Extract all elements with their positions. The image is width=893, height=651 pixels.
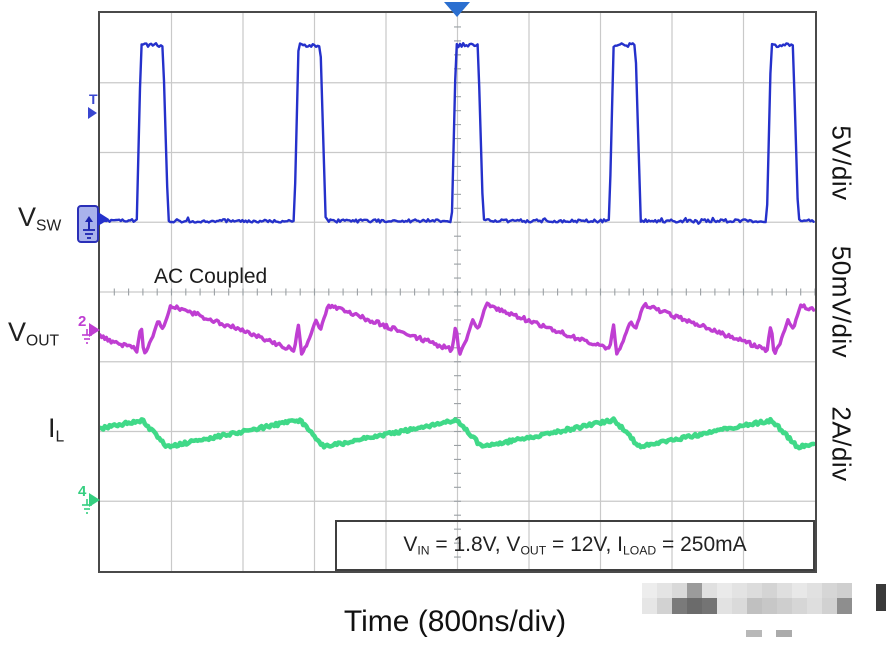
ac-coupled-label: AC Coupled xyxy=(154,265,268,288)
test-conditions-box: VIN = 1.8V, VOUT = 12V, ILOAD = 250mA xyxy=(335,520,815,571)
watermark-block xyxy=(642,598,657,614)
vout-trace-label: VOUT xyxy=(8,317,60,350)
watermark-block xyxy=(807,583,822,599)
waveform-traces xyxy=(100,42,815,451)
channel2-arrow-icon xyxy=(89,323,100,337)
waveform-canvas xyxy=(100,13,815,571)
scope-graticule: VIN = 1.8V, VOUT = 12V, ILOAD = 250mA xyxy=(98,11,817,573)
il-trace-label: IL xyxy=(48,413,65,446)
watermark-block xyxy=(776,630,792,637)
channel4-arrow-icon xyxy=(89,493,100,507)
scale-label-vout: 50mV/div xyxy=(826,245,857,359)
watermark-block xyxy=(777,598,792,614)
scale-label-il: 2A/div xyxy=(826,406,857,482)
channel4-ground-marker: 4 xyxy=(77,484,103,522)
watermark-block xyxy=(642,583,657,599)
watermark-block xyxy=(747,583,762,599)
watermark-block xyxy=(822,583,837,599)
watermark-block xyxy=(822,598,837,614)
channel1-ground-marker xyxy=(77,205,99,243)
watermark-block xyxy=(672,583,687,599)
watermark-block xyxy=(657,598,672,614)
watermark-block xyxy=(777,583,792,599)
channel2-ground-marker: 2 xyxy=(77,314,103,352)
channel4-number: 4 xyxy=(78,483,87,500)
watermark-block xyxy=(762,583,777,599)
watermark-block xyxy=(837,598,852,614)
watermark-block xyxy=(792,598,807,614)
center-axis-ticks xyxy=(113,26,815,571)
watermark-block xyxy=(702,583,717,599)
watermark-block xyxy=(687,598,702,614)
watermark-block xyxy=(672,598,687,614)
watermark-block xyxy=(807,598,822,614)
watermark-block xyxy=(687,583,702,599)
watermark-block xyxy=(837,583,852,599)
channel1-arrow-icon xyxy=(98,212,109,226)
watermark-block xyxy=(876,584,886,611)
trigger-position-icon xyxy=(444,2,470,17)
watermark-block xyxy=(732,583,747,599)
trigger-level-marker: T xyxy=(87,92,101,122)
watermark-block xyxy=(717,598,732,614)
trigger-arrow-icon xyxy=(88,107,97,119)
watermark-block xyxy=(702,598,717,614)
watermark-block xyxy=(792,583,807,599)
channel2-number: 2 xyxy=(78,313,87,330)
watermark-block xyxy=(762,598,777,614)
watermark-block xyxy=(657,583,672,599)
watermark-block xyxy=(732,598,747,614)
scale-label-vsw: 5V/div xyxy=(826,125,857,201)
watermark-block xyxy=(746,630,762,637)
watermark-block xyxy=(747,598,762,614)
time-axis-label: Time (800ns/div) xyxy=(343,605,567,638)
test-conditions-text: VIN = 1.8V, VOUT = 12V, ILOAD = 250mA xyxy=(403,533,747,558)
trigger-letter: T xyxy=(89,91,98,107)
channel1-ground-icon xyxy=(83,216,95,239)
watermark-block xyxy=(717,583,732,599)
vsw-trace-label: VSW xyxy=(18,202,62,235)
